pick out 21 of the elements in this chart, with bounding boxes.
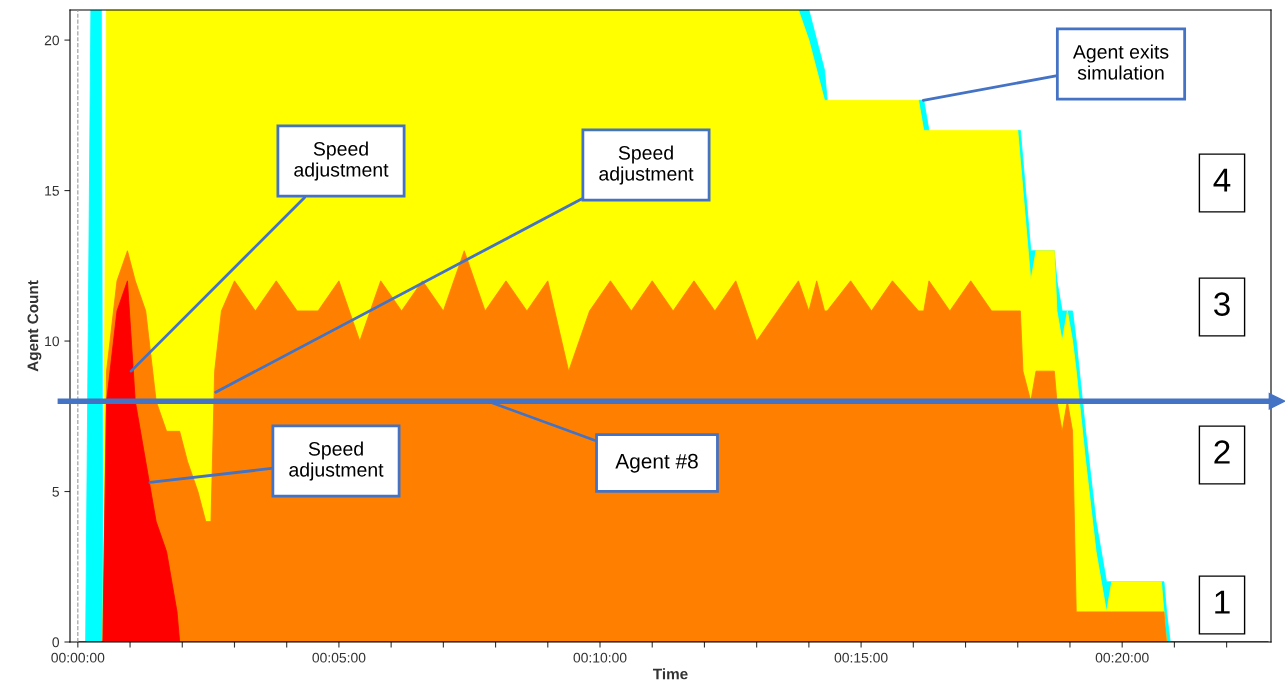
- annotation: Speed adjustment: [289, 441, 384, 481]
- y-tick-label: 0: [52, 637, 60, 648]
- x-axis-title: Time: [652, 668, 688, 680]
- annotation: 3: [1214, 292, 1230, 316]
- y-axis-title: Agent Count: [27, 280, 42, 372]
- y-tick-label: 20: [44, 35, 60, 46]
- x-tick-label: 00:00:00: [51, 652, 105, 663]
- x-tick-label: 00:15:00: [834, 652, 888, 663]
- annotation: 2: [1214, 440, 1230, 464]
- y-tick-label: 5: [52, 487, 59, 497]
- x-tick-label: 00:05:00: [312, 652, 366, 663]
- y-tick-label: 10: [45, 336, 60, 347]
- annotation: 1: [1215, 590, 1230, 614]
- annotation: Speed adjustment: [599, 145, 694, 185]
- annotation: Agent exits simulation: [1072, 44, 1169, 80]
- annotation: Speed adjustment: [294, 141, 389, 181]
- ref-line-label: Agent #8: [615, 453, 698, 473]
- y-tick-label: 15: [45, 186, 59, 196]
- annotation: 4: [1213, 168, 1231, 192]
- x-tick-label: 00:20:00: [1095, 652, 1149, 663]
- x-tick-label: 00:10:00: [573, 652, 627, 663]
